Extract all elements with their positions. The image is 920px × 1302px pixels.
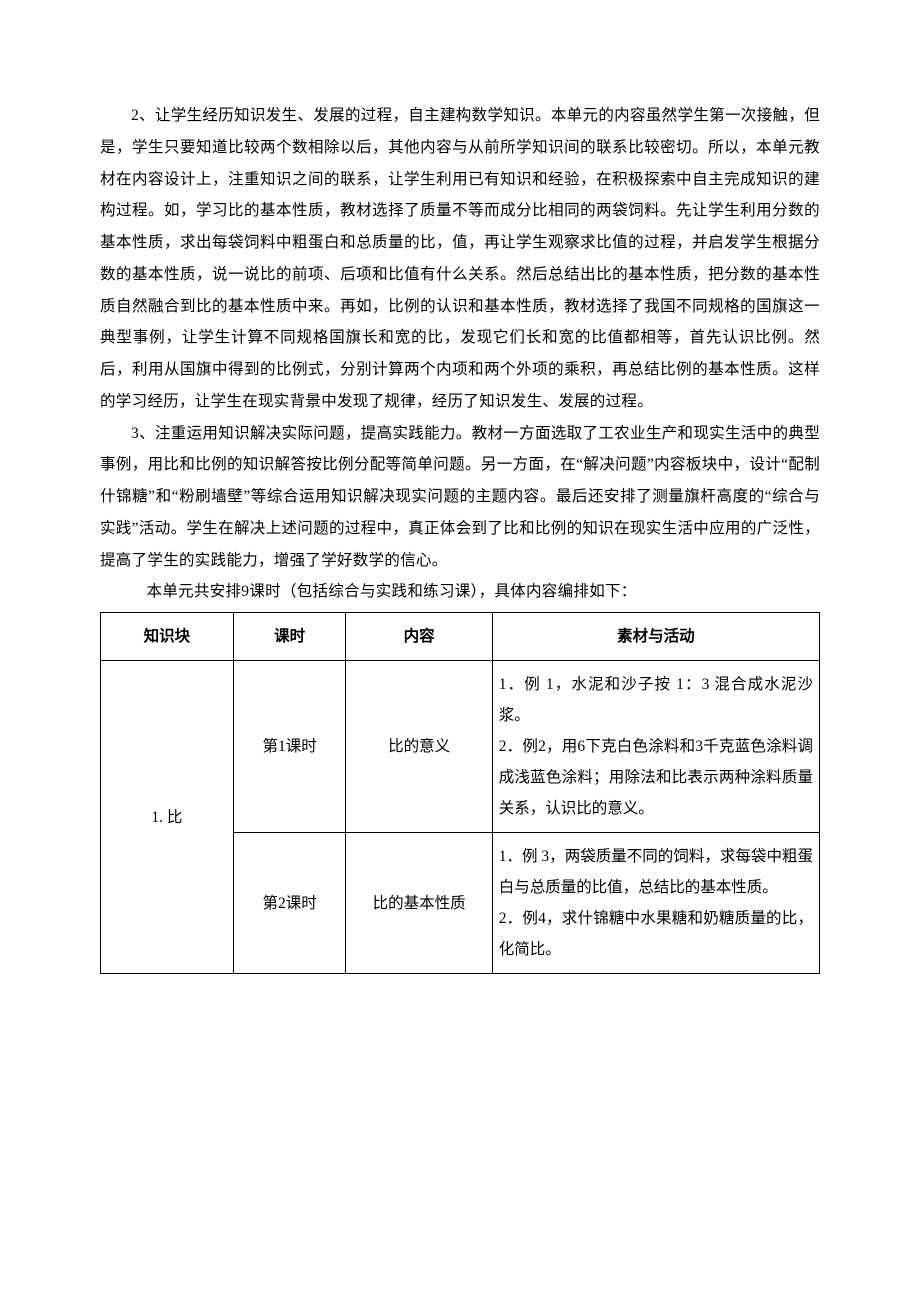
table-body: 1. 比 第1课时 比的意义 1．例 1，水泥和沙子按 1：3 混合成水泥沙浆。…	[101, 661, 820, 974]
th-content: 内容	[346, 613, 492, 661]
th-block: 知识块	[101, 613, 234, 661]
cell-block: 1. 比	[101, 661, 234, 974]
th-lesson: 课时	[233, 613, 346, 661]
paragraph-3: 3、注重运用知识解决实际问题，提高实践能力。教材一方面选取了工农业生产和现实生活…	[100, 418, 820, 577]
document-page: 2、让学生经历知识发生、发展的过程，自主建构数学知识。本单元的内容虽然学生第一次…	[0, 0, 920, 1302]
cell-lesson: 第2课时	[233, 833, 346, 974]
table-intro: 本单元共安排9课时（包括综合与实践和练习课），具体内容编排如下：	[100, 576, 820, 608]
cell-content: 比的意义	[346, 661, 492, 833]
table-row: 1. 比 第1课时 比的意义 1．例 1，水泥和沙子按 1：3 混合成水泥沙浆。…	[101, 661, 820, 833]
cell-material: 1．例 1，水泥和沙子按 1：3 混合成水泥沙浆。2．例2，用6下克白色涂料和3…	[492, 661, 819, 833]
table-header-row: 知识块 课时 内容 素材与活动	[101, 613, 820, 661]
schedule-table: 知识块 课时 内容 素材与活动 1. 比 第1课时 比的意义 1．例 1，水泥和…	[100, 612, 820, 974]
cell-content: 比的基本性质	[346, 833, 492, 974]
cell-material: 1．例 3，两袋质量不同的饲料，求每袋中粗蛋白与总质量的比值，总结比的基本性质。…	[492, 833, 819, 974]
th-material: 素材与活动	[492, 613, 819, 661]
paragraph-2: 2、让学生经历知识发生、发展的过程，自主建构数学知识。本单元的内容虽然学生第一次…	[100, 100, 820, 418]
cell-lesson: 第1课时	[233, 661, 346, 833]
